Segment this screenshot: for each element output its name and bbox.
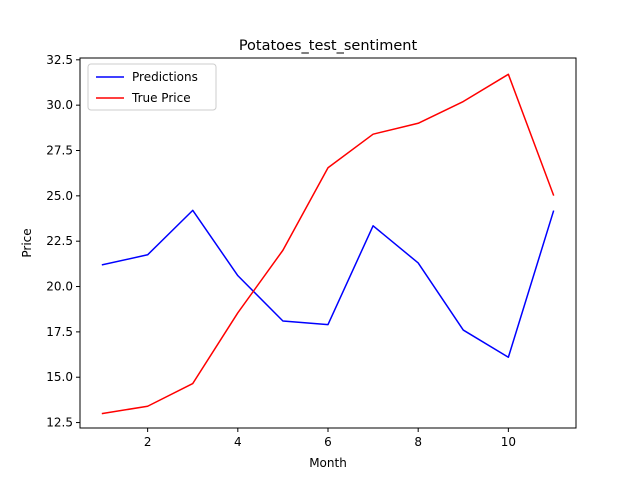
series-line-1 xyxy=(101,209,555,359)
y-tick-label: 30.0 xyxy=(46,98,73,112)
x-tick-label: 6 xyxy=(324,435,332,449)
legend-label-2: True Price xyxy=(131,91,191,105)
y-tick-label: 17.5 xyxy=(46,325,73,339)
y-tick-label: 12.5 xyxy=(46,416,73,430)
y-tick-label: 32.5 xyxy=(46,53,73,67)
chart-title: Potatoes_test_sentiment xyxy=(239,38,418,54)
y-tick-label: 27.5 xyxy=(46,144,73,158)
legend: Predictions True Price xyxy=(87,63,217,111)
legend-label-1: Predictions xyxy=(132,70,198,84)
series-line-2 xyxy=(101,73,555,415)
y-tick-label: 20.0 xyxy=(46,280,73,294)
x-tick-label: 4 xyxy=(234,435,242,449)
plot-series-group xyxy=(101,73,555,415)
y-axis-title: Price xyxy=(20,228,34,257)
x-axis-title: Month xyxy=(309,456,347,470)
x-axis: 2 4 6 8 10 xyxy=(144,428,516,449)
x-tick-label: 2 xyxy=(144,435,152,449)
y-tick-label: 25.0 xyxy=(46,189,73,203)
x-tick-label: 10 xyxy=(501,435,516,449)
x-tick-label: 8 xyxy=(414,435,422,449)
y-tick-label: 22.5 xyxy=(46,234,73,248)
y-axis: 12.5 15.0 17.5 20.0 22.5 25.0 27.5 30.0 32.5 xyxy=(46,53,80,430)
y-tick-label: 15.0 xyxy=(46,370,73,384)
